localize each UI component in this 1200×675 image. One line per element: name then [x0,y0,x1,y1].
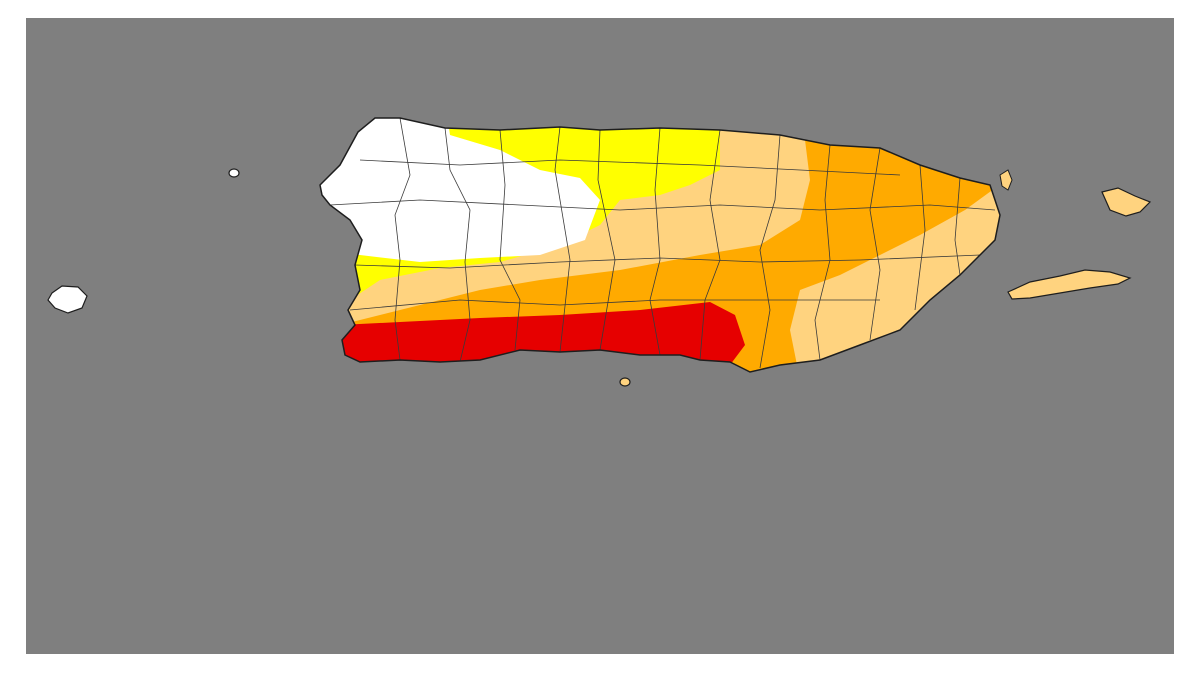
island-outline [319,117,1001,373]
culebra [1101,187,1152,217]
area-d2 [340,118,1000,372]
municipality-borders [329,118,996,369]
caja-de-muertos [619,377,631,387]
mona-island [47,285,88,314]
drought-areas [320,118,1000,372]
area-none [320,118,600,262]
desecheo-island [228,168,240,178]
vieques [1007,269,1132,300]
islet [999,169,1013,191]
